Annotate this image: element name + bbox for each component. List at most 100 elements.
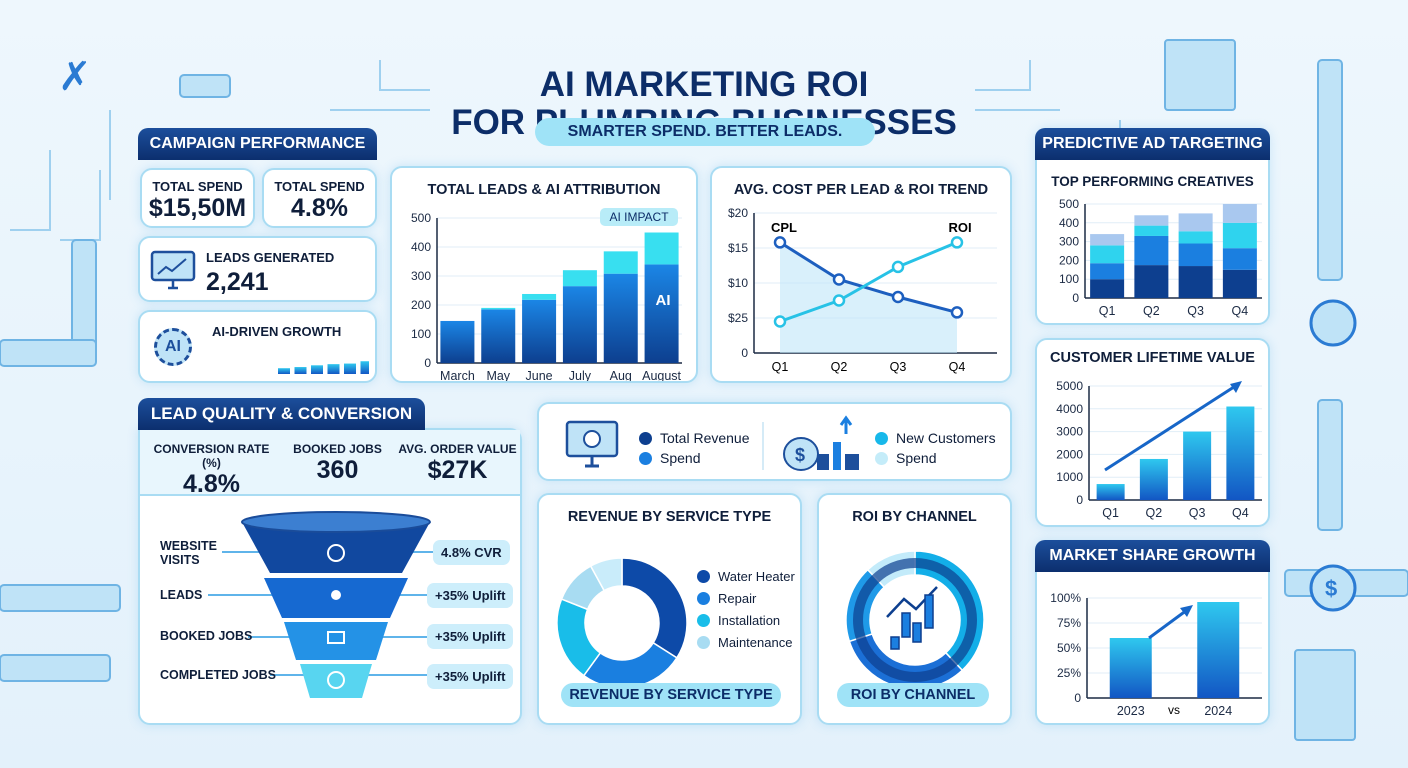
bar: [1222, 248, 1257, 270]
y-tick-label: 400: [411, 240, 431, 254]
divider: [762, 422, 764, 470]
roi-point: [950, 236, 964, 249]
growth-bar: [327, 364, 340, 374]
legend-total-revenue: Total Revenue: [639, 428, 750, 448]
trend-arrowhead: [1230, 381, 1242, 393]
bar: [481, 307, 516, 310]
bar: [562, 270, 597, 287]
bar: [562, 286, 597, 363]
page-title-line2: FOR PLUMBING BUSINESSES: [0, 76, 1408, 142]
building-icon-2: [1294, 649, 1356, 741]
ai-impact-label: AI IMPACT: [609, 210, 669, 224]
stat-label: CONVERSION RATE (%): [153, 442, 270, 470]
legend-label: Repair: [718, 590, 757, 606]
roi-point: [773, 315, 787, 328]
legend-label: Maintenance: [718, 634, 793, 650]
x-tick-label: Q1: [1099, 304, 1116, 318]
y-tick-label: 50%: [1057, 641, 1081, 655]
cpl-point: [832, 273, 846, 286]
funnel-tag: +35% Uplift: [427, 664, 514, 689]
legend-label: Installation: [718, 612, 781, 628]
bar: [522, 299, 557, 363]
x-tick-label: Q4: [1232, 506, 1249, 520]
leads-chart: 0 100 200 300 400 500 March May June July Aug Augus…: [411, 208, 682, 381]
legend-dot: [639, 451, 652, 465]
check-circle-icon: [327, 671, 345, 689]
x-tick-label: Q3: [890, 360, 907, 374]
bar: [522, 293, 557, 300]
leads-label: LEADS GENERATED: [206, 250, 335, 265]
x-tick-label: May: [486, 369, 510, 381]
roi-donut: [845, 550, 985, 690]
creatives-chart: 0 100 200 300 400 500 Q1 Q2 Q3 Q4: [1059, 197, 1262, 318]
tagline: SMARTER SPEND. BETTER LEADS.: [535, 118, 875, 146]
chart-bar-icon: [890, 636, 900, 650]
x-tick-label: June: [526, 369, 553, 381]
y-tick-label: 300: [411, 269, 431, 283]
bar: [1134, 215, 1169, 226]
monitor-chart-icon: [150, 250, 196, 290]
funnel-label: BOOKED JOBS: [160, 629, 253, 643]
legend-dot: [875, 431, 888, 445]
growth-bar: [344, 363, 356, 374]
card-value: 4.8%: [291, 194, 348, 222]
bar: [1222, 204, 1257, 223]
y-tick-label: 100: [1059, 272, 1079, 286]
chart-title: REVENUE BY SERVICE TYPE: [567, 509, 772, 525]
revenue-donut: [556, 557, 688, 689]
predictive-title: PREDICTIVE AD TARGETING: [1042, 135, 1263, 152]
y-tick-label: 25%: [1057, 666, 1081, 680]
ai-bar-label: AI: [656, 292, 671, 309]
svg-text:$: $: [795, 445, 805, 465]
share-chart: 0 25% 50% 75% 100% 2023 2024 vs: [1050, 591, 1262, 718]
growth-label: AI-DRIVEN GROWTH: [212, 324, 342, 339]
y-tick-label: $25: [728, 311, 748, 325]
lead-quality-panel: CONVERSION RATE (%) 4.8% BOOKED JOBS 360 A…: [138, 428, 522, 725]
funnel-tag: 4.8% CVR: [433, 540, 510, 565]
growth-arrow: [1148, 608, 1188, 640]
page-title: AI MARKETING ROI: [539, 65, 869, 104]
chart-title: CUSTOMER LIFETIME VALUE: [1050, 350, 1255, 366]
x-tick-label: Q4: [1232, 304, 1249, 318]
y-tick-label: 500: [411, 211, 431, 225]
stat-label: AVG. ORDER VALUE: [398, 442, 517, 456]
lead-quality-header: LEAD QUALITY & CONVERSION: [138, 398, 425, 430]
total-spend-pct-card: TOTAL SPEND 4.8%: [262, 168, 377, 228]
funnel-label: LEADS: [160, 588, 203, 602]
dollar-gear-icon: [1309, 564, 1357, 612]
y-tick-label: 5000: [1056, 379, 1083, 393]
legend-item: Repair: [697, 587, 795, 609]
y-tick-label: 0: [1074, 691, 1081, 705]
x-tick-label: Q4: [949, 360, 966, 374]
ai-impact-badge: [600, 208, 678, 226]
bar: [1139, 458, 1168, 500]
cpl-chart: 0 $25 $10 $15 $20 CPL ROI Q1 Q2 Q3 Q4: [728, 206, 997, 374]
bar: [644, 232, 679, 265]
y-tick-label: 3000: [1056, 425, 1083, 439]
x-tick-label: August: [642, 369, 681, 381]
bar: [1096, 484, 1125, 500]
card-value: $15,50M: [148, 194, 247, 222]
y-tick-label: 0: [741, 346, 748, 360]
bar: [1109, 638, 1152, 698]
bar: [1197, 602, 1240, 698]
cpl-point: [773, 236, 787, 249]
stats-row: [140, 430, 520, 496]
bar: [1134, 235, 1169, 266]
bar: [1134, 225, 1169, 236]
x-tick-label: July: [569, 369, 592, 381]
growth-bar: [294, 367, 307, 374]
stat-booked: BOOKED JOBS 360: [285, 442, 390, 485]
stat-value: 360: [316, 456, 359, 484]
legend-label: Spend: [896, 450, 937, 466]
x-tick-label: Q3: [1189, 506, 1206, 520]
y-tick-label: 100%: [1050, 591, 1081, 605]
roi-point: [891, 260, 905, 274]
roi-footer: ROI BY CHANNEL: [837, 683, 989, 707]
legend-label: Total Revenue: [660, 430, 750, 446]
funnel-label: COMPLETED JOBS: [160, 668, 276, 682]
x-tick-label: 2024: [1204, 704, 1232, 718]
stat-value: 4.8%: [183, 470, 240, 498]
legend-spend: Spend: [639, 448, 750, 468]
legend-right: New Customers Spend: [875, 428, 996, 468]
